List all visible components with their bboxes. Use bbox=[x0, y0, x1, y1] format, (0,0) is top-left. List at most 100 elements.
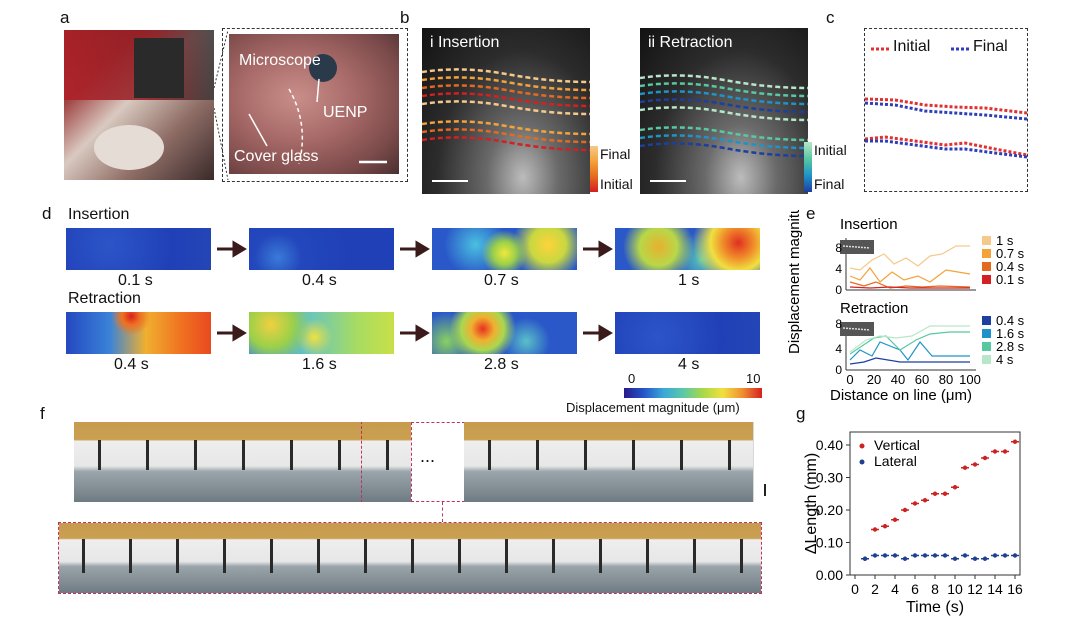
probe-thumbnail-line bbox=[842, 245, 871, 249]
insertion-contour bbox=[422, 76, 590, 92]
zoom-inset-frame bbox=[222, 28, 408, 182]
heatmap-insertion-1 bbox=[66, 228, 211, 270]
ret-line-16s bbox=[849, 341, 970, 362]
e-ins-ytick: 0 bbox=[835, 283, 842, 297]
final-contour-bottom bbox=[865, 139, 1027, 159]
x-tick-label: 2 bbox=[871, 581, 879, 597]
panel-label-d: d bbox=[42, 204, 52, 223]
legend-label: 4 s bbox=[996, 352, 1014, 367]
y-tick-label: 0.30 bbox=[816, 470, 843, 486]
data-point bbox=[962, 553, 968, 558]
data-point bbox=[992, 449, 998, 454]
retraction-contour bbox=[640, 74, 808, 90]
data-point bbox=[862, 556, 868, 561]
retraction-legend-top: Initial bbox=[814, 142, 847, 158]
data-point bbox=[902, 556, 908, 561]
e-insertion-title: Insertion bbox=[840, 216, 898, 233]
insertion-contour bbox=[422, 136, 590, 152]
colorbar-max: 10 bbox=[746, 371, 761, 386]
data-point bbox=[922, 498, 928, 503]
legend-final-label: Final bbox=[973, 38, 1008, 55]
heatmap-insertion-title: Insertion bbox=[68, 206, 130, 223]
data-point bbox=[892, 553, 898, 558]
retraction-colorbar bbox=[804, 142, 812, 192]
y-tick-label: 0.10 bbox=[816, 535, 843, 551]
legend-entry: Lateral bbox=[874, 453, 917, 469]
e-xtick: 20 bbox=[867, 372, 881, 387]
contour-lines bbox=[865, 47, 1027, 159]
x-tick-label: 4 bbox=[891, 581, 899, 597]
legend-label: 0.7 s bbox=[996, 246, 1025, 261]
time-label: 0.7 s bbox=[484, 272, 519, 289]
retraction-frame-strip bbox=[58, 522, 762, 594]
legend-swatch bbox=[982, 275, 991, 284]
arrow-right-icon bbox=[415, 324, 430, 342]
data-point bbox=[962, 465, 968, 470]
retraction-contour bbox=[640, 82, 808, 98]
final-contour-top bbox=[865, 101, 1027, 121]
data-point bbox=[982, 556, 988, 561]
colorbar-min: 0 bbox=[628, 371, 636, 386]
ret-line-28s bbox=[849, 331, 970, 355]
x-tick-label: 14 bbox=[987, 581, 1003, 597]
contour-comparison-frame: Initial Final bbox=[864, 28, 1028, 192]
time-label: 1.6 s bbox=[302, 356, 337, 373]
ins-line-1s bbox=[849, 245, 970, 271]
retraction-title: ii Retraction bbox=[648, 34, 733, 51]
scale-bar bbox=[764, 484, 766, 496]
data-point bbox=[992, 553, 998, 558]
legend-label: 0.4 s bbox=[996, 259, 1025, 274]
e-xtick: 100 bbox=[959, 372, 981, 387]
y-axis-label: ΔLength (mm) bbox=[803, 453, 820, 554]
x-tick-label: 0 bbox=[851, 581, 859, 597]
e-ylabel: Displacement magnitude (μm) bbox=[786, 210, 803, 354]
legend-marker bbox=[859, 443, 865, 449]
probe-thumbnail-line bbox=[842, 327, 871, 331]
e-xlabel: Distance on line (μm) bbox=[830, 387, 972, 404]
retraction-contour bbox=[640, 134, 808, 150]
data-point bbox=[1002, 553, 1008, 558]
data-point bbox=[942, 491, 948, 496]
retraction-contour bbox=[640, 90, 808, 106]
data-point bbox=[1012, 439, 1018, 444]
e-ret-ytick: 4 bbox=[835, 342, 842, 356]
retraction-legend-bottom: Final bbox=[814, 176, 845, 192]
x-tick-label: 16 bbox=[1007, 581, 1023, 597]
probe-thumbnail bbox=[840, 240, 874, 254]
data-point bbox=[942, 553, 948, 558]
panel-label-e: e bbox=[806, 204, 816, 223]
heatmap-insertion-2 bbox=[249, 228, 394, 270]
heatmap-retraction-2 bbox=[249, 312, 394, 354]
arrow-right-icon bbox=[232, 324, 247, 342]
insertion-contour bbox=[422, 120, 590, 136]
y-tick-label: 0.00 bbox=[816, 567, 843, 583]
e-xtick: 40 bbox=[891, 372, 905, 387]
insertion-title: i Insertion bbox=[430, 34, 500, 51]
data-point bbox=[932, 491, 938, 496]
x-tick-label: 10 bbox=[947, 581, 963, 597]
displacement-line-plots: Displacement magnitude (μm) Insertion Re… bbox=[786, 210, 1025, 404]
displacement-colorbar bbox=[624, 388, 762, 398]
legend-label: 1.6 s bbox=[996, 326, 1025, 341]
time-label: 2.8 s bbox=[484, 356, 519, 373]
data-point bbox=[952, 485, 958, 490]
arrow-right-icon bbox=[415, 240, 430, 258]
x-tick-label: 8 bbox=[931, 581, 939, 597]
insertion-contour bbox=[422, 100, 590, 116]
x-axis-label: Time (s) bbox=[906, 599, 964, 616]
data-point bbox=[872, 527, 878, 532]
x-tick-label: 6 bbox=[911, 581, 919, 597]
data-point bbox=[972, 556, 978, 561]
legend-initial-label: Initial bbox=[893, 38, 931, 55]
oct-retraction-image: ii Retraction bbox=[640, 28, 808, 194]
time-label: 4 s bbox=[678, 356, 700, 373]
panel-label-c: c bbox=[826, 8, 835, 27]
x-tick-label: 12 bbox=[967, 581, 983, 597]
zoom-connector bbox=[214, 29, 229, 181]
colorbar-label: Displacement magnitude (μm) bbox=[566, 400, 740, 415]
heatmap-retraction-4 bbox=[615, 312, 760, 354]
ret-line-04s bbox=[849, 357, 970, 365]
insertion-contour bbox=[422, 92, 590, 108]
retraction-contour bbox=[640, 98, 808, 114]
heatmap-retraction-3 bbox=[432, 312, 577, 354]
